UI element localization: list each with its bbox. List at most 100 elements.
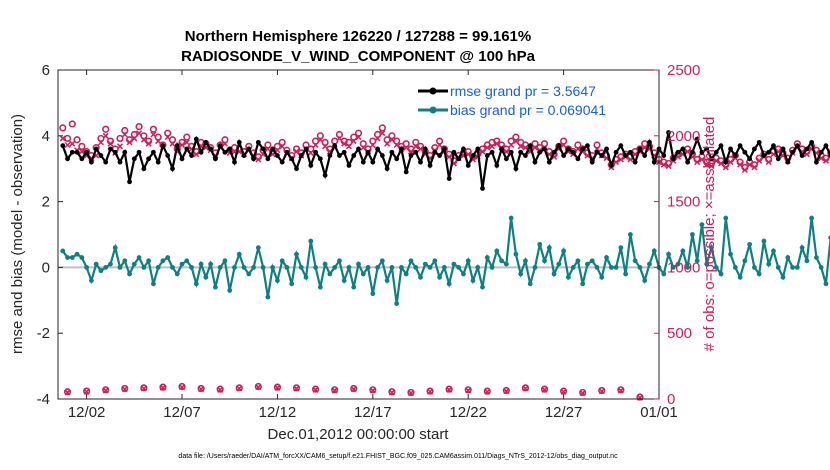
obs-assimilated-point xyxy=(336,135,343,142)
obs-assimilated-point xyxy=(617,156,624,163)
rmse-point xyxy=(84,149,90,155)
rmse-point xyxy=(794,143,800,149)
obs-daily-assimilated-point xyxy=(83,388,90,395)
rmse-point xyxy=(518,149,524,155)
obs-assimilated-point xyxy=(64,141,71,149)
rmse-point xyxy=(632,159,638,165)
rmse-point xyxy=(799,153,805,158)
rmse-point xyxy=(155,159,161,165)
bias-point xyxy=(503,261,509,267)
rmse-point xyxy=(689,149,695,155)
y-left-tick-label: -4 xyxy=(37,391,50,408)
bias-point xyxy=(84,265,90,270)
obs-daily-assimilated-point xyxy=(446,386,453,393)
x-tick-label: 12/27 xyxy=(545,404,583,421)
rmse-point xyxy=(170,166,175,172)
bias-point xyxy=(456,265,462,270)
obs-assimilated-point xyxy=(522,144,529,151)
obs-possible-point xyxy=(354,129,363,137)
obs-assimilated-point xyxy=(322,143,329,150)
rmse-point xyxy=(709,156,714,162)
bias-point xyxy=(322,261,328,267)
bias-point xyxy=(136,255,142,260)
bias-point xyxy=(203,274,209,280)
obs-daily-assimilated-point xyxy=(617,387,624,394)
y-left-tick-label: -2 xyxy=(37,325,50,342)
rmse-point xyxy=(451,149,457,155)
bias-point xyxy=(737,274,743,280)
obs-possible-point xyxy=(273,142,282,150)
bias-point xyxy=(232,265,237,270)
rmse-point xyxy=(74,149,80,155)
bias-point xyxy=(193,281,199,287)
obs-daily-possible-point xyxy=(369,386,377,394)
rmse-point xyxy=(542,146,547,152)
bias-point xyxy=(589,258,595,264)
bias-point xyxy=(351,284,357,290)
rmse-point xyxy=(484,153,490,158)
obs-daily-assimilated-point xyxy=(102,387,109,394)
obs-assimilated-point xyxy=(417,145,424,152)
obs-assimilated-point xyxy=(446,153,453,160)
obs-possible-point xyxy=(435,137,444,145)
bias-point xyxy=(608,265,614,270)
obs-assimilated-point xyxy=(531,144,539,151)
obs-daily-assimilated-point xyxy=(198,386,205,393)
rmse-point xyxy=(93,146,99,152)
obs-daily-assimilated-point xyxy=(560,388,567,395)
bias-point xyxy=(728,251,733,257)
obs-possible-point xyxy=(116,134,124,143)
bias-point xyxy=(403,271,409,277)
bias-point xyxy=(122,258,128,264)
rmse-point xyxy=(279,159,285,165)
obs-assimilated-point xyxy=(665,163,672,170)
bias-point xyxy=(546,245,552,251)
bias-point xyxy=(470,278,476,283)
obs-assimilated-point xyxy=(317,136,324,143)
obs-daily-assimilated-point xyxy=(541,386,548,393)
bias-point xyxy=(713,265,719,270)
bias-point xyxy=(513,251,519,257)
bias-point xyxy=(394,301,400,306)
rmse-point xyxy=(303,146,309,152)
bias-point xyxy=(451,261,457,267)
bias-point xyxy=(160,258,166,264)
obs-possible-point xyxy=(102,125,110,133)
rmse-point xyxy=(608,163,614,168)
rmse-point xyxy=(437,153,442,158)
bias-point xyxy=(542,258,547,264)
obs-daily-possible-point xyxy=(83,387,91,395)
bias-point xyxy=(675,261,681,267)
rmse-point xyxy=(613,149,619,155)
rmse-point xyxy=(189,153,194,158)
rmse-point xyxy=(747,156,753,162)
obs-daily-possible-point xyxy=(178,382,186,391)
obs-assimilated-point xyxy=(140,136,147,143)
rmse-point xyxy=(713,149,719,155)
bias-point xyxy=(799,245,805,251)
bias-point xyxy=(575,258,581,264)
obs-assimilated-point xyxy=(613,159,620,166)
rmse-point xyxy=(804,146,810,152)
bias-point xyxy=(585,261,590,267)
bias-point xyxy=(761,238,767,244)
rmse-point xyxy=(308,163,314,168)
obs-daily-possible-point xyxy=(121,384,129,393)
bias-point xyxy=(437,274,442,280)
rmse-point xyxy=(723,159,729,165)
rmse-point xyxy=(341,149,347,155)
y-right-tick-label: 0 xyxy=(667,391,675,408)
rmse-point xyxy=(322,172,328,178)
obs-possible-point xyxy=(221,136,229,144)
rmse-point xyxy=(427,163,433,168)
rmse-point xyxy=(599,153,605,158)
obs-daily-possible-point xyxy=(292,384,301,392)
bias-point xyxy=(279,258,285,264)
rmse-point xyxy=(780,146,786,152)
obs-daily-possible-point xyxy=(102,386,110,394)
rmse-point xyxy=(251,156,256,162)
obs-daily-possible-point xyxy=(254,382,262,391)
rmse-point xyxy=(260,146,266,152)
rmse-point xyxy=(327,153,333,158)
y-left-tick-label: 6 xyxy=(42,62,50,79)
